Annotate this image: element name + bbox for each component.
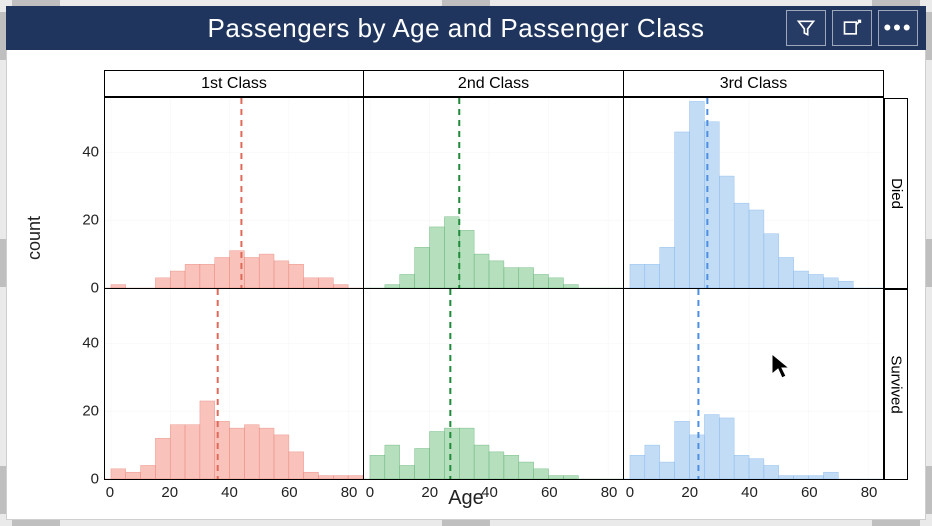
column-facet-strips: 1st Class2nd Class3rd Class xyxy=(104,70,884,98)
y-tick-label: 20 xyxy=(82,403,105,420)
y-tick-label: 40 xyxy=(82,144,105,161)
column-strip: 1st Class xyxy=(104,70,364,98)
y-tick-label: 20 xyxy=(82,212,105,229)
visual-container: Passengers by Age and Passenger Class ••… xyxy=(6,6,926,520)
chart-title: Passengers by Age and Passenger Class xyxy=(6,13,786,44)
filter-icon[interactable] xyxy=(786,10,826,46)
histogram xyxy=(105,98,363,288)
row-strip: Died xyxy=(884,98,908,289)
facet-panel xyxy=(624,98,884,289)
y-axis-label: count xyxy=(24,216,45,260)
facet-panel xyxy=(624,289,884,480)
facet-grid: 1st Class2nd Class3rd Class 02040 02040 xyxy=(104,70,884,480)
x-axis-label: Age xyxy=(16,487,916,510)
histogram xyxy=(364,98,623,288)
row-facet-strips: DiedSurvived xyxy=(884,98,908,480)
facet-panel: 02040 xyxy=(104,98,364,289)
histogram xyxy=(624,98,883,288)
panels: 02040 02040 xyxy=(104,98,884,480)
focus-mode-icon[interactable] xyxy=(832,10,872,46)
y-tick-label: 0 xyxy=(91,280,105,297)
facet-panel: 02040 xyxy=(104,289,364,480)
histogram xyxy=(364,289,623,479)
facet-panel xyxy=(364,289,624,480)
column-strip: 3rd Class xyxy=(624,70,884,98)
more-options-icon[interactable]: ••• xyxy=(878,10,918,46)
title-bar: Passengers by Age and Passenger Class ••… xyxy=(6,6,926,50)
chart-area: count 1st Class2nd Class3rd Class 02040 … xyxy=(16,60,916,510)
facet-panel xyxy=(364,98,624,289)
histogram xyxy=(105,289,363,479)
column-strip: 2nd Class xyxy=(364,70,624,98)
y-tick-label: 40 xyxy=(82,335,105,352)
title-bar-actions: ••• xyxy=(786,10,926,46)
row-strip: Survived xyxy=(884,289,908,480)
histogram xyxy=(624,289,883,479)
y-tick-label: 0 xyxy=(91,471,105,488)
